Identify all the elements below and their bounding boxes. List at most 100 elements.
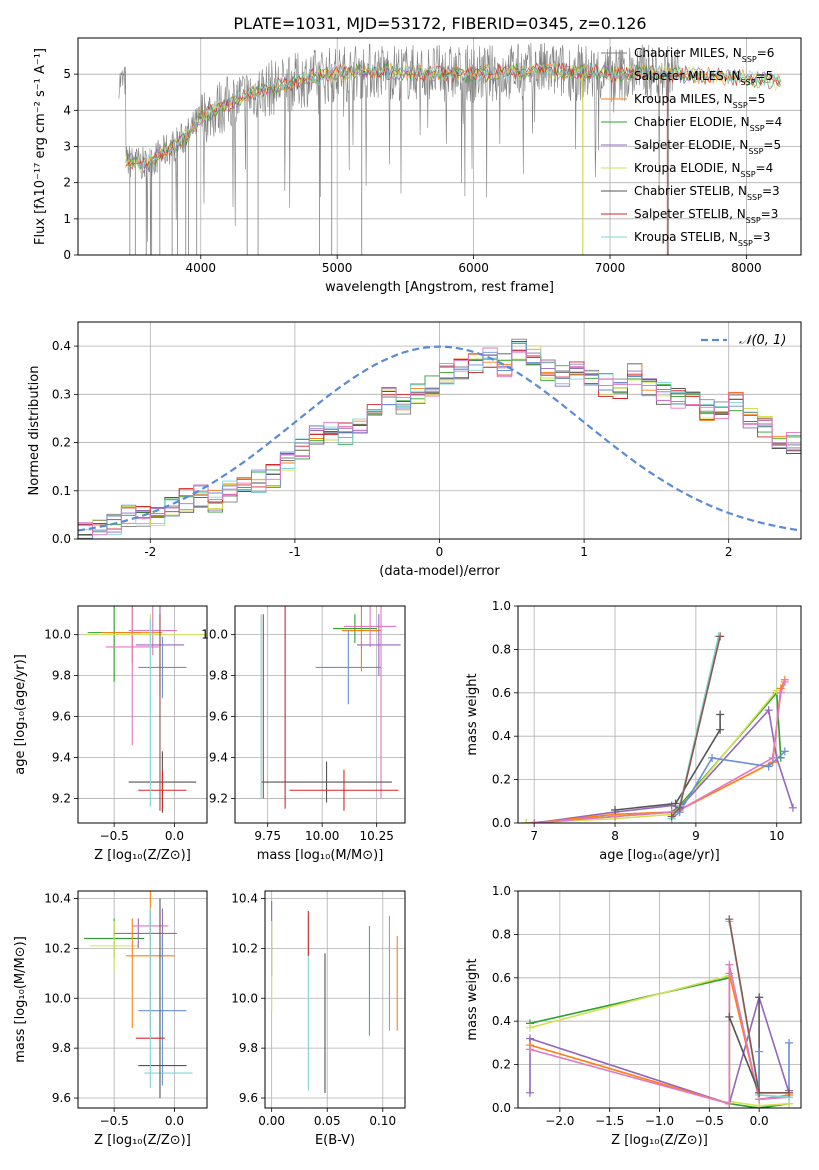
plot-area [78,338,801,539]
legend-entry: Salpeter ELODIE, NSSP=5 [634,138,781,156]
weight-marker [772,686,781,695]
model-spectrum [125,62,781,170]
weight-marker [785,1038,794,1047]
x-tick-label: 0 [436,545,444,559]
y-tick-label: 1.0 [492,599,511,613]
plot-area [84,891,193,1099]
y-tick-label: 2 [63,176,71,190]
x-tick-label: −0.5 [695,1114,724,1128]
plot-area [84,606,207,813]
axes-frame [77,890,208,1109]
x-tick-label: 0.00 [258,1114,285,1128]
x-tick-label: 5000 [322,261,353,275]
residual-histogram [78,338,801,539]
y-tick-label: 0.0 [52,532,71,546]
mass-vs-metallicity-panel: −0.5 0.0 9.6 9.8 10.0 10.2 10.4 Z [log₁₀(Z/Z⊙)]… [13,890,208,1148]
error-bar [341,606,382,672]
weight-marker [776,688,785,697]
weight-marker [525,1023,534,1032]
y-tick-label: 0.2 [492,1058,511,1072]
y-tick-label: 9.8 [209,669,228,683]
weight-marker [667,812,676,821]
y-tick-label: 0.8 [492,927,511,941]
y-ticks: 9.2 9.4 9.6 9.8 10.0 [44,628,78,805]
x-tick-label: 0.0 [750,1114,769,1128]
weight-marker [764,706,773,715]
weight-line [758,1042,790,1094]
y-axis-label: Normed distribution [27,366,42,496]
x-tick-label: 4000 [186,261,217,275]
legend-entry: 𝒩(0, 1) [739,333,786,348]
y-axis-label: mass weight [465,958,480,1040]
x-tick-label: 10.00 [305,829,339,843]
x-tick-label: −0.5 [100,829,129,843]
error-bar [138,769,187,811]
legend-entry: Salpeter MILES, NSSP=5 [634,69,773,87]
y-tick-label: 1 [63,212,71,226]
y-axis-label: mass weight [465,673,480,755]
x-axis-label: Z [log₁₀(Z/Z⊙)] [94,1133,191,1148]
x-tick-label: 10 [769,829,784,843]
weight-marker [716,632,725,641]
weight-marker [716,725,725,734]
y-tick-label: 3 [63,140,71,154]
legend: Chabrier MILES, NSSP=6 Salpeter MILES, NS… [601,46,782,248]
weight-marker [725,1099,734,1108]
y-tick-label: 10.0 [201,628,228,642]
y-axis-label: mass [log₁₀(M/M⊙)] [13,936,28,1063]
x-tick-label: 8 [611,829,619,843]
age-vs-metallicity-panel: −0.5 0.0 9.2 9.4 9.6 9.8 10.0 Z [log₁₀(Z/Z⊙)] ag… [13,605,208,863]
y-tick-label: 0.4 [492,1014,511,1028]
mass-vs-ebv-panel: 0.00 0.05 0.10 9.6 9.8 10.0 10.2 10.4 E(B-V) [231,890,406,1148]
weight-marker [671,799,680,808]
weight-vs-metallicity-panel: −2.0 −1.5 −1.0 −0.5 0.0 0.0 0.2 0.4 0.6 0.8 1.0 Z [… [465,884,802,1148]
y-tick-label: 9.2 [209,791,228,805]
weight-line [534,708,794,823]
error-bar [138,935,187,1086]
spectrum-panel: 4000 5000 6000 7000 8000 0 1 2 3 4 5 wavelength [An… [33,37,802,295]
plot-area [271,900,398,1094]
y-tick-label: 10.2 [44,941,71,955]
y-tick-label: 0.3 [52,387,71,401]
y-tick-label: 0.8 [492,642,511,656]
legend-entry: Chabrier STELIB, NSSP=3 [634,184,780,202]
error-bar [289,769,399,811]
y-tick-label: 5 [63,67,71,81]
weight-line [534,679,786,823]
y-tick-label: 0.2 [492,773,511,787]
weight-marker [780,747,789,756]
y-tick-label: 0.4 [492,729,511,743]
weight-line [526,690,782,823]
data-spectrum [118,42,679,255]
x-tick-label: 2 [725,545,733,559]
y-ticks: 0 1 2 3 4 5 [63,67,78,262]
plot-area [525,915,794,1108]
weight-marker [708,753,717,762]
legend-entry: Kroupa MILES, NSSP=5 [634,92,765,110]
y-ticks: 9.6 9.8 10.0 10.2 10.4 [231,891,265,1105]
x-tick-label: 1 [580,545,588,559]
axes-frame [264,890,406,1109]
y-tick-label: 10.0 [44,628,71,642]
weight-line [614,714,721,811]
weight-marker [725,915,734,924]
y-tick-label: 9.8 [52,669,71,683]
weight-marker [725,1012,734,1021]
y-tick-label: 9.6 [239,1091,258,1105]
x-tick-label: 9.75 [254,829,281,843]
weight-marker [764,762,773,771]
axes-frame [234,605,406,824]
x-tick-label: 0.0 [165,1114,184,1128]
x-ticks: −0.5 0.0 [100,823,184,843]
plot-area [522,632,797,823]
x-tick-label: 9 [692,829,700,843]
x-ticks: 0.00 0.05 0.10 [258,1108,396,1128]
x-ticks: 4000 5000 6000 7000 8000 [186,255,762,275]
y-ticks: 0.0 0.2 0.4 0.6 0.8 1.0 [492,599,518,830]
weight-marker [675,803,684,812]
y-tick-label: 9.6 [52,1091,71,1105]
y-tick-label: 9.8 [239,1041,258,1055]
weight-marker [525,1045,534,1054]
y-tick-label: 9.6 [52,710,71,724]
